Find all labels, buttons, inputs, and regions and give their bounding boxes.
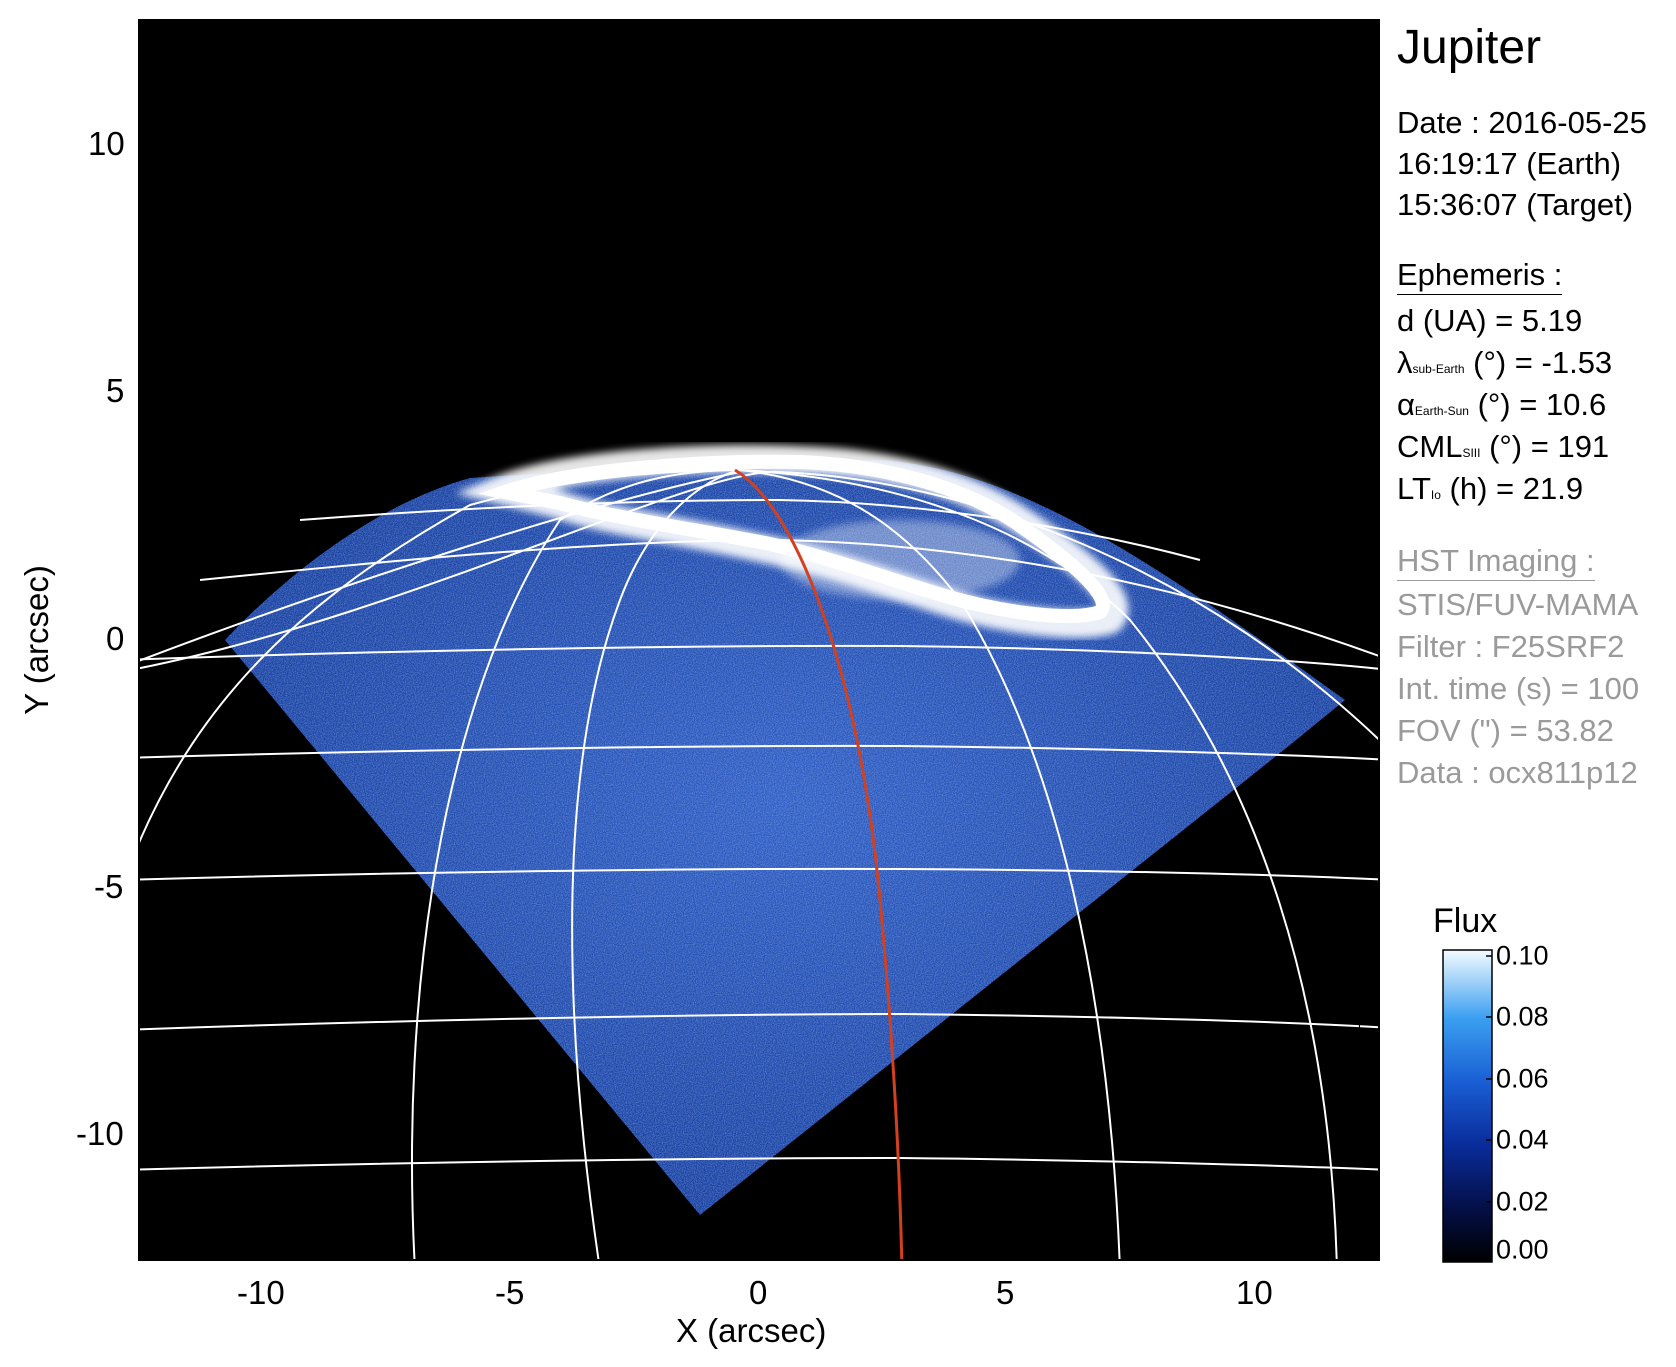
y-tick-label: -10	[76, 1115, 124, 1152]
colorbar-tick-label: 0.06	[1496, 1063, 1549, 1094]
sub-earth-latitude-line: λsub-Earth (°) = -1.53	[1397, 345, 1613, 380]
colorbar-tick-marks	[1486, 955, 1492, 1203]
phase-angle-line: αEarth-Sun (°) = 10.6	[1397, 387, 1607, 422]
hst-fov: FOV (") = 53.82	[1397, 713, 1614, 748]
x-tick-label: 5	[996, 1274, 1015, 1311]
central-meridian-line	[734, 468, 904, 1260]
x-tick-label: -5	[495, 1274, 525, 1311]
earth-time: 16:19:17 (Earth)	[1397, 146, 1622, 181]
y-tick-label: 0	[106, 620, 125, 657]
x-tick-label: 0	[749, 1274, 768, 1311]
aurora-oval	[455, 444, 1129, 638]
coordinate-grid	[139, 469, 1379, 1260]
hst-heading: HST Imaging :	[1397, 540, 1595, 581]
y-tick-label: 10	[88, 125, 125, 162]
x-tick-label: -10	[237, 1274, 285, 1311]
colorbar-gradient	[1442, 949, 1493, 1263]
colorbar-tick-label: 0.00	[1496, 1234, 1549, 1265]
cml-line: CMLSIII (°) = 191	[1397, 429, 1610, 464]
colorbar-tick-label: 0.02	[1496, 1186, 1549, 1217]
x-tick-label: 10	[1236, 1274, 1273, 1311]
colorbar-tick-label: 0.08	[1496, 1001, 1549, 1032]
colorbar-title: Flux	[1433, 902, 1498, 940]
colorbar-tick-label: 0.04	[1496, 1124, 1549, 1155]
hst-int-time: Int. time (s) = 100	[1397, 671, 1640, 706]
hst-data-id: Data : ocx811p12	[1397, 755, 1638, 790]
y-tick-label: 5	[106, 372, 125, 409]
colorbar-tick-label: 0.10	[1496, 940, 1549, 971]
planet-title: Jupiter	[1397, 21, 1542, 74]
ephemeris-heading: Ephemeris :	[1397, 254, 1563, 295]
colorbar-unit: (counts.s-1)	[1345, 1014, 1378, 1156]
y-axis-title: Y (arcsec)	[18, 565, 55, 715]
plot-frame	[138, 19, 1380, 1261]
hst-filter: Filter : F25SRF2	[1397, 629, 1625, 664]
io-local-time-line: LTIo (h) = 21.9	[1397, 471, 1584, 506]
hst-instrument: STIS/FUV-MAMA	[1397, 587, 1639, 622]
x-axis-title: X (arcsec)	[676, 1312, 827, 1349]
target-time: 15:36:07 (Target)	[1397, 187, 1634, 222]
distance-line: d (UA) = 5.19	[1397, 303, 1583, 338]
y-tick-label: -5	[94, 868, 124, 905]
observation-date: Date : 2016-05-25	[1397, 105, 1647, 140]
